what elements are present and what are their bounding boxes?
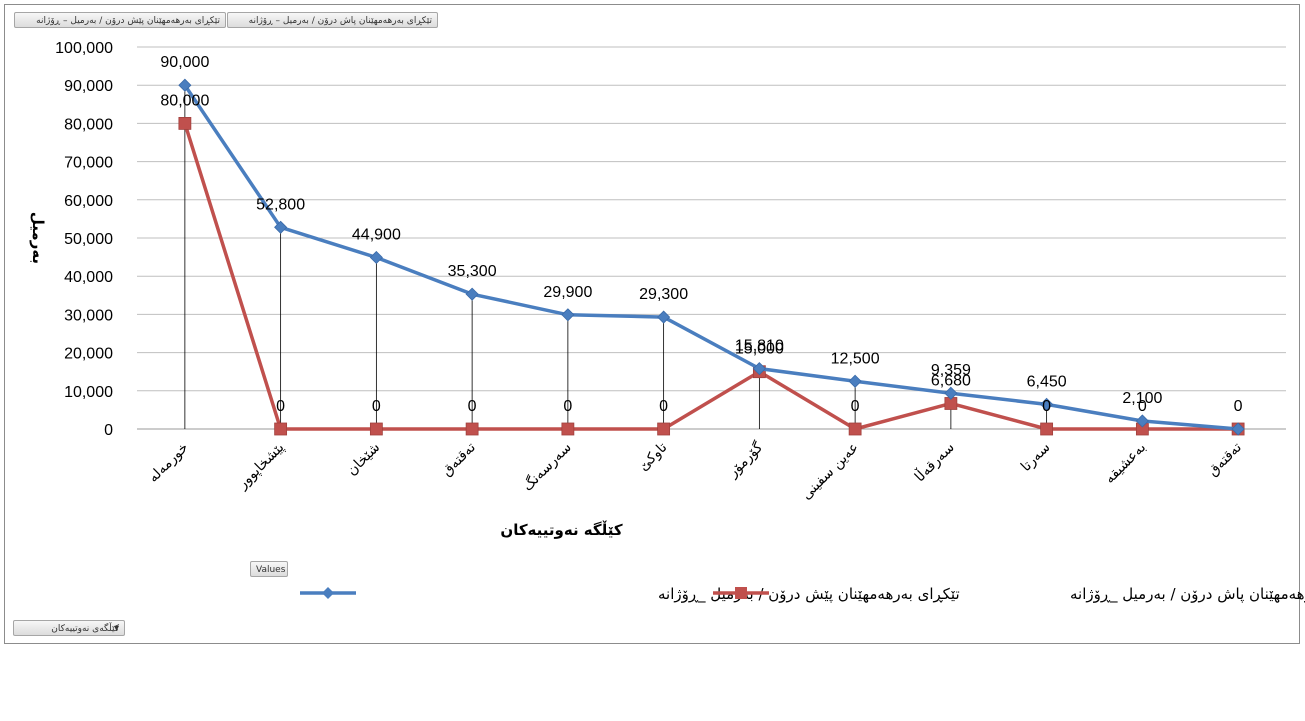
x-category-label: تەقتەق — [1205, 439, 1245, 479]
x-category-label: سەرسەنگ — [519, 439, 575, 495]
data-point-square — [848, 422, 862, 436]
y-tick-label: 80,000 — [64, 116, 113, 133]
data-point-square — [178, 117, 192, 130]
data-point-square — [561, 422, 575, 436]
data-label: 29,300 — [639, 286, 688, 303]
x-category-label: بەعشیقە — [1102, 440, 1149, 487]
filter-icon[interactable]: ▾ — [114, 623, 120, 634]
data-label: 0 — [468, 398, 477, 415]
data-point-diamond — [274, 220, 288, 234]
series-after-field-button[interactable]: تێکڕای بەرهەمهێنان پاش درۆن / بەرمیل – ڕ… — [227, 12, 438, 28]
data-label: 0 — [659, 398, 668, 415]
series-line — [183, 122, 1239, 431]
data-point-diamond — [657, 310, 671, 324]
data-point-diamond — [944, 386, 958, 400]
values-field-button[interactable]: Values — [250, 561, 288, 577]
data-label: 0 — [1042, 398, 1051, 415]
y-tick-label: 10,000 — [64, 384, 113, 401]
series-line — [183, 84, 1239, 431]
y-tick-label: 100,000 — [55, 40, 113, 57]
oil-fields-label: کێڵگەی نەوتییەکان — [51, 624, 119, 634]
data-point-diamond — [465, 287, 479, 301]
data-point-diamond — [1040, 397, 1054, 411]
x-category-label: عەین سفینی — [798, 440, 861, 503]
data-label: 6,450 — [1027, 373, 1067, 390]
y-tick-label: 90,000 — [64, 78, 113, 95]
y-axis-title: بەرمیل — [29, 212, 47, 264]
data-point-square — [657, 422, 671, 436]
x-category-label: شێخان — [344, 440, 383, 479]
data-label: 0 — [276, 398, 285, 415]
x-category-label: گۆرمۆر — [724, 439, 767, 482]
data-label: 0 — [1138, 398, 1147, 415]
y-tick-label: 60,000 — [64, 193, 113, 210]
data-point-diamond — [561, 308, 575, 322]
data-label: 0 — [1234, 398, 1243, 415]
x-category-label: سەرقەڵا — [911, 438, 958, 485]
y-tick-label: 40,000 — [64, 269, 113, 286]
y-tick-label: 0 — [104, 422, 113, 439]
legend-label: تێکڕای بەرهەمهێنان پاش درۆن / بەرمیل _ڕۆ… — [1070, 585, 1305, 604]
legend-marker-square — [735, 587, 747, 599]
y-tick-label: 70,000 — [64, 155, 113, 172]
x-category-label: سەرتا — [1018, 440, 1053, 475]
data-point-diamond — [369, 250, 383, 265]
oil-fields-filter-button[interactable]: کێڵگەی نەوتییەکان ▾ — [13, 620, 125, 636]
y-tick-label: 30,000 — [64, 307, 113, 324]
series-before-field-button[interactable]: تێکڕای بەرهەمهێنان پێش درۆن / بەرمیل – ڕ… — [14, 12, 226, 28]
data-label: 90,000 — [160, 54, 209, 71]
data-point-diamond — [1135, 414, 1149, 428]
legend-marker-diamond — [322, 587, 334, 599]
x-category-label: تەقتەق — [439, 439, 479, 479]
data-label: 0 — [563, 398, 572, 415]
data-point-square — [1040, 422, 1054, 436]
y-tick-label: 50,000 — [64, 231, 113, 248]
data-point-diamond — [178, 78, 192, 92]
data-point-square — [369, 422, 383, 436]
x-axis-title: کێڵگە نەوتییەکان — [500, 520, 622, 539]
x-category-label: خورمەلە — [145, 440, 191, 486]
data-label: 15,810 — [735, 338, 784, 355]
data-label: 0 — [372, 398, 381, 415]
chart-frame — [4, 4, 1300, 644]
data-label: 52,800 — [256, 196, 305, 213]
x-category-label: تاوکێ — [636, 439, 671, 474]
data-label: 9,359 — [931, 362, 971, 379]
x-category-label: پێشخاپوور — [234, 439, 288, 493]
data-label: 35,300 — [448, 263, 497, 280]
data-point-square — [274, 422, 288, 436]
y-tick-label: 20,000 — [64, 346, 113, 363]
data-label: 2,100 — [1122, 390, 1162, 407]
data-point-square — [465, 422, 479, 436]
data-label: 29,900 — [543, 284, 592, 301]
data-point-diamond — [848, 374, 862, 388]
data-label: 0 — [851, 398, 860, 415]
legend-label: تێکڕای بەرهەمهێنان پێش درۆن / بەرمیل _ڕۆ… — [658, 585, 960, 604]
data-label: 6,680 — [931, 372, 971, 389]
data-point-diamond — [1231, 422, 1245, 436]
data-label: 15,000 — [735, 341, 784, 358]
data-label: 12,500 — [831, 350, 880, 367]
data-label: 80,000 — [160, 92, 209, 109]
data-point-diamond — [752, 362, 766, 376]
data-label: 44,900 — [352, 226, 401, 243]
